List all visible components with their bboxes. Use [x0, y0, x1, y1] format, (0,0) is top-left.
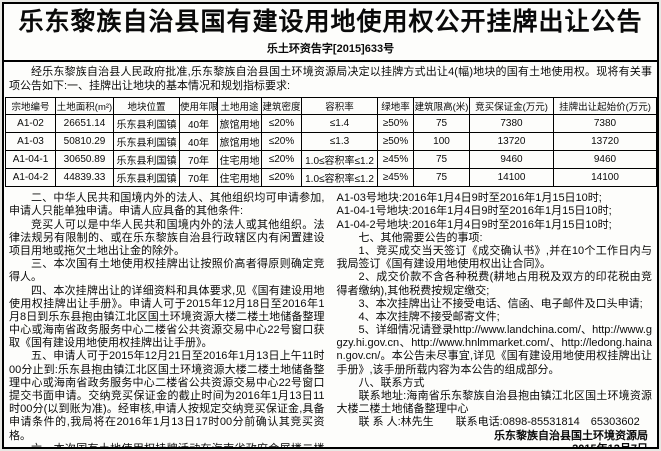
section-2-conditions-paragraph: 竞买人可以是中华人民共和国境内外的法人或其他组织。法律法规另有限制的、或在乐东黎…	[9, 218, 325, 257]
col-header-startprice: 挂牌出让起始价(万元)	[553, 97, 657, 116]
cell: ≥50%	[377, 132, 414, 152]
cell: 乐东县利国镇	[113, 132, 180, 152]
parcel-a1-03-schedule: A1-03号地块:2016年1月4日9时至2016年1月15日10时;	[336, 192, 602, 205]
section-6-paragraph: 六、本次国有土地使用权挂牌活动在海南省政府会展楼二楼省公共资源交易服务中心土地交…	[31, 442, 325, 449]
section-7-item-3: 3、本次挂牌出让不接受电话、信函、电子邮件及口头申请;	[358, 297, 643, 310]
cell: 住宅用地	[217, 168, 262, 188]
cell: 乐东县利国镇	[113, 114, 180, 134]
cell: ≥45%	[377, 168, 414, 188]
signature-date: 2015年12月7日	[572, 442, 648, 449]
cell: 旅馆用地	[217, 132, 262, 152]
cell: 旅馆用地	[217, 114, 262, 134]
body-columns: 二、中华人民共和国境内外的法人、其他组织均可申请参加,申请人只能单独申请。申请人…	[4, 189, 657, 449]
cell: 乐东县利国镇	[113, 168, 180, 188]
cell: 26651.14	[55, 114, 114, 134]
cell: 乐东县利国镇	[113, 150, 180, 170]
cell: ≤20%	[261, 114, 302, 134]
section-7-heading: 七、其他需要公告的事项:	[358, 231, 483, 244]
section-8-heading: 八、联系方式	[358, 376, 425, 389]
contact-address: 联系地址:海南省乐东黎族自治县抱由镇江北区国土环境资源大楼二楼土地储备整理中心	[336, 390, 653, 416]
contact-person-phone: 联 系 人:林先生 联系电话:0898-85531814 65303602	[358, 416, 640, 429]
cell: 44839.33	[55, 168, 114, 188]
section-3-paragraph: 三、本次国有土地使用权挂牌出让按照价高者得原则确定竞得人。	[9, 258, 325, 284]
cell: ≤20%	[261, 168, 302, 188]
section-5-paragraph: 五、申请人可于2015年12月21日至2016年1月13日上午11时00分止到:…	[9, 350, 325, 442]
table-row: A1-04-1 30650.89 乐东县利国镇 70年 住宅用地 ≤20% 1.…	[5, 150, 657, 170]
cell: 7380	[469, 114, 554, 134]
page-title: 乐东黎族自治县国有建设用地使用权公开挂牌出让公告	[18, 8, 643, 36]
cell: 1.0≤容积率≤1.2	[301, 168, 378, 188]
cell: 70年	[179, 168, 218, 188]
col-header-far: 容积率	[301, 97, 378, 116]
cell: 14100	[469, 168, 554, 188]
table-header-row: 宗地编号 土地面积(m²) 地块位置 使用年限 土地用途 建筑密度 容积率 绿地…	[5, 97, 657, 116]
cell: A1-03	[5, 132, 56, 152]
section-2-paragraph: 二、中华人民共和国境内外的法人、其他组织均可申请参加,申请人只能单独申请。申请人…	[9, 192, 325, 218]
cell: 75	[413, 114, 470, 134]
cell: ≥45%	[377, 150, 414, 170]
cell: ≥50%	[377, 114, 414, 134]
cell: A1-02	[5, 114, 56, 134]
section-7-item-2: 2、成交价款不含各种税费(耕地占用税及双方的印花税由竞得者缴纳),其他税费按规定…	[336, 271, 653, 297]
col-header-green: 绿地率	[377, 97, 414, 116]
section-7-item-4: 4、本次挂牌不接受邮寄文件;	[358, 310, 500, 323]
document-number: 乐土环资告字[2015]633号	[266, 42, 395, 55]
parcel-a1-04-1-schedule: A1-04-1号地块:2016年1月4日9时至2016年1月15日10时;	[336, 205, 612, 218]
section-7-item-1: 1、竞买成交当天签订《成交确认书》,并在10个工作日内与我局签订《国有建设用地使…	[336, 244, 653, 271]
col-header-parcel-id: 宗地编号	[5, 97, 56, 116]
col-header-deposit: 竞买保证金(万元)	[469, 97, 554, 116]
cell: 70年	[179, 150, 218, 170]
cell: ≤1.4	[301, 114, 378, 134]
col-header-density: 建筑密度	[261, 97, 302, 116]
parcel-a1-04-2-schedule: A1-04-2号地块:2016年1月4日9时至2016年1月15日10时;	[336, 218, 612, 231]
cell: ≤20%	[261, 132, 302, 152]
cell: 75	[413, 168, 470, 188]
cell: 75	[413, 150, 470, 170]
section-7-item-5: 5、详细情况请登录http://www.landchina.com/、http:…	[336, 324, 653, 376]
cell: 1.0≤容积率≤1.2	[301, 150, 378, 170]
table-row: A1-02 26651.14 乐东县利国镇 40年 旅馆用地 ≤20% ≤1.4…	[5, 114, 657, 134]
right-column: A1-03号地块:2016年1月4日9时至2016年1月15日10时; A1-0…	[336, 192, 653, 449]
cell: 40年	[179, 114, 218, 134]
intro-paragraph: 经乐东黎族自治县人民政府批准,乐东黎族自治县国土环境资源局决定以挂牌方式出让4(…	[9, 65, 652, 93]
col-header-location: 地块位置	[113, 97, 180, 116]
cell: 40年	[179, 132, 218, 152]
header-divider	[4, 59, 657, 62]
signature-organization: 乐东黎族自治县国土环境资源局	[494, 429, 648, 442]
left-column: 二、中华人民共和国境内外的法人、其他组织均可申请参加,申请人只能单独申请。申请人…	[9, 192, 325, 449]
cell: 9460	[553, 150, 657, 170]
cell: 13720	[469, 132, 554, 152]
land-parcels-table: 宗地编号 土地面积(m²) 地块位置 使用年限 土地用途 建筑密度 容积率 绿地…	[5, 97, 657, 188]
col-header-height: 建筑限高(米)	[413, 97, 470, 116]
cell: A1-04-2	[5, 168, 56, 188]
cell: 30650.89	[55, 150, 114, 170]
cell: 7380	[553, 114, 657, 134]
cell: ≤20%	[261, 150, 302, 170]
cell: 9460	[469, 150, 554, 170]
col-header-area: 土地面积(m²)	[55, 97, 114, 116]
cell: 100	[413, 132, 470, 152]
section-4-paragraph: 四、本次挂牌出让的详细资料和具体要求,见《国有建设用地使用权挂牌出让手册》。申请…	[9, 284, 325, 350]
cell: 13720	[553, 132, 657, 152]
cell: 14100	[553, 168, 657, 188]
cell: 住宅用地	[217, 150, 262, 170]
cell: 50810.29	[55, 132, 114, 152]
col-header-use: 土地用途	[217, 97, 262, 116]
table-row: A1-04-2 44839.33 乐东县利国镇 70年 住宅用地 ≤20% 1.…	[5, 168, 657, 188]
table-row: A1-03 50810.29 乐东县利国镇 40年 旅馆用地 ≤20% ≤1.3…	[5, 132, 657, 152]
col-header-term: 使用年限	[179, 97, 218, 116]
cell: A1-04-1	[5, 150, 56, 170]
cell: ≤1.3	[301, 132, 378, 152]
